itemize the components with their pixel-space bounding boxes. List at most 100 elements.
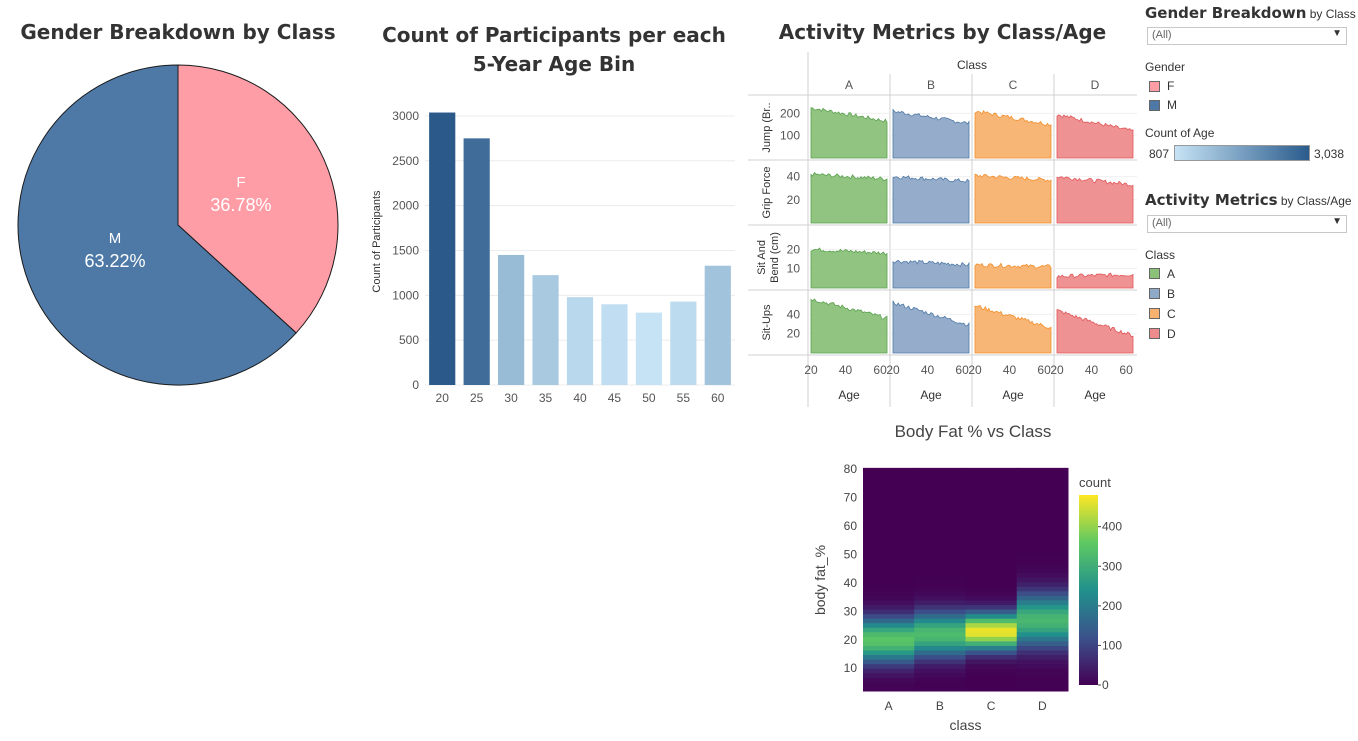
activity-xtick-label: 40 (1003, 363, 1017, 377)
heatmap-cell-a (863, 586, 915, 592)
pie-label-m: M (109, 230, 122, 247)
heatmap-cell-d (1016, 554, 1069, 560)
bar-xtick-label: 40 (573, 391, 587, 405)
gender-filter-value: (All) (1152, 29, 1172, 41)
activity-area-grip-force-b (892, 175, 970, 224)
heatmap-cell-c (965, 508, 1018, 514)
heatmap-cell-a (863, 545, 915, 551)
heatmap-cell-b (914, 663, 966, 669)
heatmap-cell-d (1016, 495, 1069, 501)
heatmap-cell-b (914, 599, 966, 605)
activity-class-header-d: D (1091, 78, 1100, 92)
heatmap-cell-b (914, 650, 966, 656)
activity-area-grip-force-d (1056, 176, 1134, 224)
legend-label-f[interactable]: F (1167, 79, 1175, 93)
heatmap-cell-d (1016, 467, 1069, 473)
heatmap-cell-c (965, 522, 1018, 528)
gender-filter-title-rest: by Class (1306, 7, 1356, 21)
bar-20 (429, 112, 456, 386)
activity-chart: Class A B C D 200 100 Jump (Br.. 40 20 Grip Force 2… (748, 52, 1137, 407)
heatmap-cell-a (863, 618, 915, 624)
heatmap-cell-c (965, 549, 1018, 555)
legend-label-b[interactable]: B (1167, 287, 1176, 301)
bar-xtick-label: 50 (642, 391, 656, 405)
activity-ytick-label: 10 (787, 262, 801, 276)
heatmap-cell-b (914, 531, 966, 537)
heatmap-cell-a (863, 572, 915, 578)
count-legend-min: 807 (1149, 147, 1170, 161)
activity-filter-title-bold: Activity Metrics (1145, 191, 1278, 209)
activity-row-label: Sit-Ups (761, 304, 773, 341)
activity-xtick-label: 60 (1119, 363, 1133, 377)
heatmap-cell-a (863, 613, 915, 619)
heatmap-cell-c (965, 645, 1018, 651)
heatmap-cell-d (1016, 622, 1069, 628)
heatmap-cell-d (1016, 636, 1069, 642)
gender-filter-dropdown[interactable]: (All) ▼ (1147, 27, 1347, 45)
activity-filter-dropdown[interactable]: (All) ▼ (1147, 215, 1347, 233)
heatmap-cell-c (965, 627, 1018, 633)
bar-ytick-label: 0 (412, 378, 419, 392)
heatmap-cell-b (914, 677, 966, 683)
legend-label-a[interactable]: A (1167, 267, 1176, 281)
heatmap-cell-a (863, 513, 915, 519)
heatmap-cell-a (863, 663, 915, 669)
heatmap-cell-d (1016, 613, 1069, 619)
heatmap-ylabel: body fat_% (812, 545, 828, 615)
heatmap-cell-a (863, 531, 915, 537)
heatmap-cell-b (914, 522, 966, 528)
activity-row-label-line2: Bend (cm) (769, 232, 781, 283)
heatmap-cell-d (1016, 595, 1069, 601)
chevron-down-icon: ▼ (1332, 216, 1342, 227)
heatmap-cell-d (1016, 659, 1069, 665)
heatmap-cell-d (1016, 586, 1069, 592)
legend-swatch-b (1149, 288, 1160, 299)
heatmap-ytick-label: 50 (844, 547, 858, 561)
heatmap-colorbar-tick-label: 300 (1102, 559, 1122, 573)
heatmap-cell-c (965, 636, 1018, 642)
activity-area-sit-ups-b (892, 300, 970, 354)
heatmap-cell-c (965, 672, 1018, 678)
chevron-down-icon: ▼ (1332, 28, 1342, 39)
heatmap-cell-c (965, 609, 1018, 615)
heatmap-cell-a (863, 650, 915, 656)
heatmap-cell-b (914, 481, 966, 487)
heatmap-cell-c (965, 563, 1018, 569)
heatmap-cell-a (863, 540, 915, 546)
bar-40 (566, 297, 594, 385)
heatmap-cell-a (863, 472, 915, 478)
heatmap-cell-a (863, 645, 915, 651)
heatmap-cell-a (863, 490, 915, 496)
heatmap-cell-c (965, 595, 1018, 601)
heatmap-cell-d (1016, 476, 1069, 483)
pie-label-f: F (236, 174, 245, 191)
heatmap-cell-a (863, 563, 915, 569)
legend-label-m[interactable]: M (1167, 98, 1177, 112)
heatmap-cell-c (965, 663, 1018, 669)
heatmap-cell-b (914, 558, 966, 564)
heatmap-cell-a (863, 508, 915, 514)
heatmap-cell-b (914, 622, 966, 628)
activity-xtick-label: 40 (839, 363, 853, 377)
heatmap-cell-b (914, 499, 966, 505)
heatmap-cell-b (914, 654, 966, 660)
legend-label-c[interactable]: C (1167, 307, 1176, 321)
heatmap-cell-a (863, 486, 915, 492)
heatmap-cell-a (863, 681, 915, 687)
heatmap-cell-a (863, 504, 915, 510)
heatmap-cell-d (1016, 663, 1069, 669)
activity-xtick-label: 20 (804, 363, 818, 377)
heatmap-cell-d (1016, 536, 1069, 542)
gender-filter-title-bold: Gender Breakdown (1145, 4, 1307, 22)
heatmap-cell-b (914, 659, 966, 665)
heatmap-cell-d (1016, 627, 1069, 633)
bar-xtick-label: 35 (539, 391, 553, 405)
gender-filter-title: Gender Breakdown by Class (1145, 4, 1356, 22)
heatmap-cell-b (914, 467, 966, 473)
heatmap-cell-a (863, 636, 915, 642)
heatmap-cell-d (1016, 486, 1069, 492)
bar-xtick-label: 25 (470, 391, 484, 405)
activity-area-sit-and-bend-d (1056, 272, 1134, 289)
legend-label-d[interactable]: D (1167, 327, 1176, 341)
activity-row-label-line1: Sit And (756, 240, 768, 275)
